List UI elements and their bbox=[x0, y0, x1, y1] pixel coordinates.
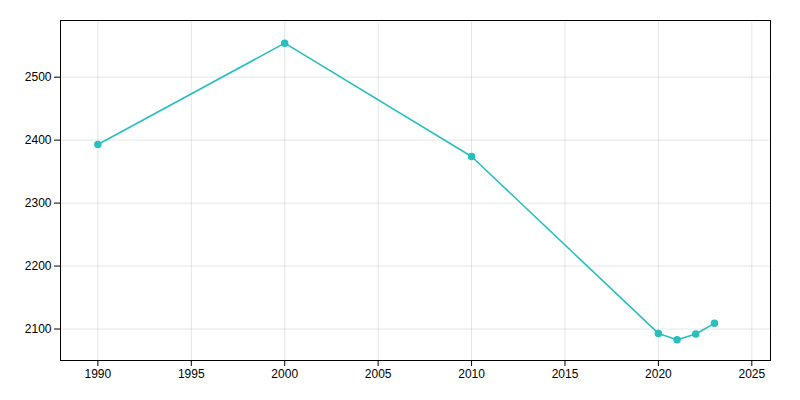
svg-text:2300: 2300 bbox=[25, 196, 52, 210]
svg-text:2005: 2005 bbox=[365, 367, 392, 381]
svg-text:2025: 2025 bbox=[738, 367, 765, 381]
svg-text:2000: 2000 bbox=[271, 367, 298, 381]
svg-text:1995: 1995 bbox=[178, 367, 205, 381]
svg-text:2010: 2010 bbox=[458, 367, 485, 381]
svg-text:1990: 1990 bbox=[85, 367, 112, 381]
svg-text:2020: 2020 bbox=[645, 367, 672, 381]
svg-text:2500: 2500 bbox=[25, 70, 52, 84]
svg-text:2015: 2015 bbox=[552, 367, 579, 381]
svg-text:2200: 2200 bbox=[25, 259, 52, 273]
svg-text:2400: 2400 bbox=[25, 133, 52, 147]
svg-text:2100: 2100 bbox=[25, 322, 52, 336]
